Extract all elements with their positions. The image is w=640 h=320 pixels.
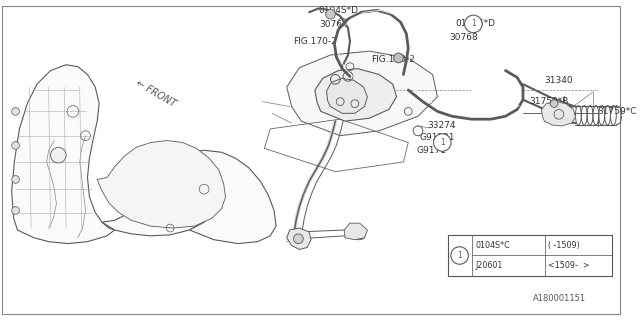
Text: 0104S*D: 0104S*D: [319, 6, 359, 15]
Circle shape: [550, 100, 558, 108]
Text: J20601: J20601: [475, 261, 502, 270]
Text: G9171: G9171: [416, 146, 446, 155]
Polygon shape: [287, 228, 311, 249]
Text: 33274: 33274: [428, 121, 456, 130]
Text: <1509-  >: <1509- >: [548, 261, 589, 270]
Text: 0104S*D: 0104S*D: [455, 20, 495, 28]
Text: 31759*C: 31759*C: [597, 107, 636, 116]
Circle shape: [394, 53, 403, 63]
Text: FIG.170-2: FIG.170-2: [371, 55, 415, 64]
Circle shape: [12, 176, 19, 183]
Text: 0104S*C: 0104S*C: [475, 241, 510, 250]
Text: A180001151: A180001151: [533, 293, 586, 302]
Circle shape: [12, 207, 19, 214]
Text: ( -1509): ( -1509): [548, 241, 580, 250]
Text: 31759*B: 31759*B: [529, 97, 569, 106]
Polygon shape: [315, 68, 397, 121]
Text: G91221: G91221: [420, 133, 456, 142]
Text: 1: 1: [457, 251, 462, 260]
Circle shape: [51, 148, 66, 163]
Bar: [448, 235, 612, 276]
Polygon shape: [326, 78, 367, 113]
Text: 1: 1: [440, 138, 445, 147]
Polygon shape: [287, 51, 437, 136]
Text: FIG.170-2: FIG.170-2: [294, 37, 337, 46]
Polygon shape: [97, 140, 225, 228]
Polygon shape: [12, 65, 115, 244]
Circle shape: [12, 108, 19, 115]
Circle shape: [294, 234, 303, 244]
Text: ← FRONT: ← FRONT: [134, 78, 177, 109]
Circle shape: [356, 231, 363, 237]
Circle shape: [354, 228, 365, 240]
Polygon shape: [541, 102, 575, 126]
Polygon shape: [344, 223, 367, 240]
Polygon shape: [189, 150, 276, 244]
Circle shape: [451, 247, 468, 264]
Text: 31340: 31340: [545, 76, 573, 85]
Text: 30766: 30766: [319, 20, 348, 29]
Polygon shape: [102, 158, 216, 236]
Circle shape: [433, 134, 451, 151]
Text: 1: 1: [471, 20, 476, 28]
Circle shape: [465, 15, 482, 33]
Circle shape: [326, 9, 335, 19]
Text: 30768: 30768: [449, 33, 478, 42]
Circle shape: [12, 141, 19, 149]
